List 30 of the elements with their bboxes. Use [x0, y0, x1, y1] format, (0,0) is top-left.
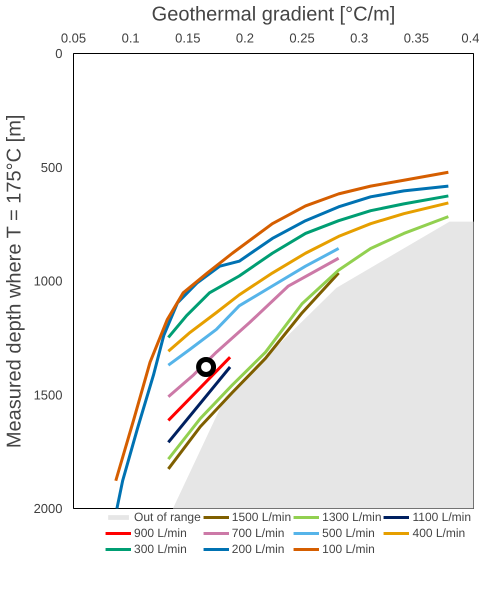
- legend-label: 500 L/min: [322, 526, 375, 540]
- line-series: [166, 256, 340, 398]
- y-axis-title: Measured depth where T = 175°C [m]: [4, 114, 26, 448]
- line-series: [166, 246, 340, 367]
- x-tick-label: 0.2: [236, 30, 254, 46]
- legend-label: 1100 L/min: [412, 510, 471, 524]
- y-tick-label: 1500: [34, 387, 62, 402]
- y-tick-label: 2000: [34, 501, 62, 516]
- y-tick-label: 0: [55, 46, 63, 61]
- x-axis-title: Geothermal gradient [°C/m]: [152, 4, 396, 26]
- x-tick-label: 0.3: [350, 30, 368, 46]
- x-tick-label: 0.15: [175, 30, 200, 46]
- legend-label: 100 L/min: [322, 542, 375, 556]
- legend-label: 400 L/min: [412, 526, 466, 540]
- x-tick-label: 0.1: [122, 30, 140, 46]
- x-tick-label: 0.4: [461, 30, 480, 46]
- y-tick-label: 1000: [34, 274, 62, 288]
- legend-label: 1300 L/min: [322, 510, 382, 524]
- x-tick-label: 0.35: [404, 30, 430, 46]
- legend-label: 700 L/min: [232, 526, 284, 540]
- legend-label: 200 L/min: [232, 542, 284, 556]
- line-series: [166, 215, 450, 461]
- legend-label: 300 L/min: [134, 542, 187, 556]
- legend-label: 900 L/min: [134, 526, 187, 540]
- x-tick-label: 0.25: [289, 30, 315, 46]
- x-tick-label: 0.05: [60, 30, 86, 46]
- y-tick-label: 500: [40, 160, 63, 175]
- legend-label: Out of range: [134, 510, 201, 524]
- legend-label: 1500 L/min: [232, 510, 292, 524]
- line-series: [166, 272, 340, 470]
